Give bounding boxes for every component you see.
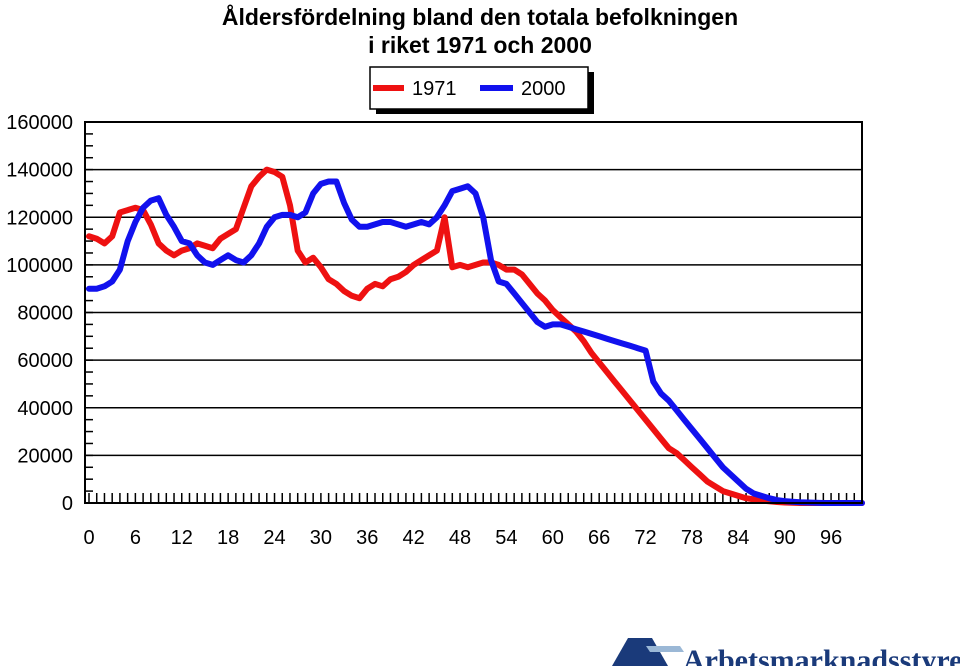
x-axis: 0 6 12 18 24 30 36 42 48 54 60 66 72 78 84 90 96 <box>83 493 863 549</box>
x-tick-label: 6 <box>130 527 141 549</box>
x-tick-label: 30 <box>310 527 332 549</box>
gridlines <box>85 168 862 457</box>
y-tick-label: 40000 <box>17 398 73 420</box>
legend-label-2000: 2000 <box>521 78 566 100</box>
logo-mark-shape <box>612 638 668 666</box>
x-tick-label: 0 <box>83 527 94 549</box>
x-tick-label: 90 <box>774 527 796 549</box>
series-lines <box>86 166 865 506</box>
y-axis: 0 20000 40000 60000 80000 100000 120000 140000 1… <box>6 112 93 515</box>
series-line-2000 <box>86 178 865 506</box>
y-tick-label: 140000 <box>6 160 73 182</box>
y-tick-label: 20000 <box>17 445 73 467</box>
chart-title-line-1: Åldersfördelning bland den totala befolk… <box>222 3 738 30</box>
x-tick-label: 42 <box>403 527 425 549</box>
x-tick-label: 60 <box>542 527 564 549</box>
plot-area-frame <box>84 121 863 504</box>
x-tick-label: 18 <box>217 527 239 549</box>
logo-mark-stripe <box>646 646 684 652</box>
y-tick-label: 120000 <box>6 207 73 229</box>
legend-box <box>369 66 589 110</box>
x-tick-label: 84 <box>727 527 749 549</box>
x-tick-label: 24 <box>263 527 285 549</box>
y-tick-label: 60000 <box>17 350 73 372</box>
ams-logo-icon <box>612 638 684 666</box>
x-tick-label: 36 <box>356 527 378 549</box>
y-tick-label: 0 <box>62 493 73 515</box>
y-tick-label: 80000 <box>17 303 73 325</box>
chart-title-line-2: i riket 1971 och 2000 <box>368 32 592 58</box>
x-tick-label: 96 <box>820 527 842 549</box>
x-tick-label: 72 <box>634 527 656 549</box>
x-tick-label: 48 <box>449 527 471 549</box>
legend: 1971 2000 <box>369 66 594 114</box>
logo-text: Arbetsmarknadsstyrelsen <box>683 644 960 666</box>
y-tick-label: 160000 <box>6 112 73 134</box>
y-tick-label: 100000 <box>6 255 73 277</box>
x-tick-label: 66 <box>588 527 610 549</box>
x-tick-label: 78 <box>681 527 703 549</box>
x-tick-label: 12 <box>171 527 193 549</box>
x-tick-label: 54 <box>495 527 517 549</box>
legend-label-1971: 1971 <box>412 78 457 100</box>
series-line-1971 <box>86 166 865 506</box>
